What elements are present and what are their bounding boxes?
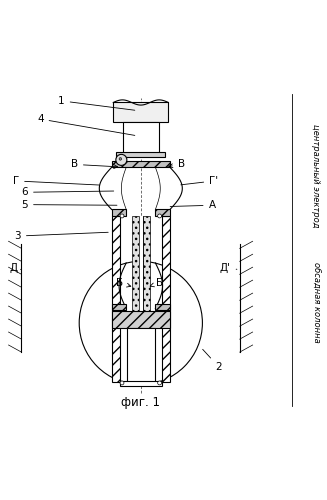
Bar bbox=[116, 152, 165, 157]
Text: 4: 4 bbox=[37, 114, 135, 136]
Circle shape bbox=[79, 262, 202, 384]
Bar bbox=[155, 210, 170, 216]
Text: 6: 6 bbox=[22, 188, 114, 198]
Circle shape bbox=[158, 381, 162, 385]
Bar bbox=[112, 216, 120, 382]
Bar bbox=[112, 304, 126, 310]
Text: 3: 3 bbox=[14, 231, 108, 241]
Text: Г: Г bbox=[13, 176, 99, 186]
Circle shape bbox=[158, 214, 162, 218]
Bar bbox=[132, 216, 139, 374]
Text: обсадная колонна: обсадная колонна bbox=[311, 262, 320, 342]
Text: A: A bbox=[170, 200, 216, 210]
Bar bbox=[112, 210, 126, 216]
Text: В: В bbox=[169, 160, 185, 170]
Bar bbox=[112, 162, 170, 168]
Bar bbox=[139, 216, 143, 374]
Text: 2: 2 bbox=[203, 350, 222, 372]
Text: Г': Г' bbox=[181, 176, 218, 186]
Text: центральный электрод: центральный электрод bbox=[311, 124, 320, 227]
Bar bbox=[127, 328, 155, 382]
Bar bbox=[112, 310, 170, 328]
Text: Д: Д bbox=[10, 264, 22, 274]
Circle shape bbox=[116, 154, 127, 166]
Circle shape bbox=[120, 214, 124, 218]
Text: Д': Д' bbox=[220, 264, 237, 274]
Text: фиг. 1: фиг. 1 bbox=[121, 396, 160, 409]
Bar bbox=[113, 102, 168, 122]
Text: Б: Б bbox=[150, 278, 163, 288]
Bar bbox=[120, 381, 162, 386]
Bar bbox=[155, 304, 170, 310]
Text: 1: 1 bbox=[58, 96, 135, 110]
Text: В: В bbox=[71, 160, 118, 170]
Text: 5: 5 bbox=[22, 200, 117, 209]
Circle shape bbox=[120, 381, 124, 385]
Bar bbox=[143, 216, 150, 374]
Text: Б: Б bbox=[116, 278, 131, 288]
Bar bbox=[123, 122, 159, 152]
Bar bbox=[162, 216, 170, 382]
Circle shape bbox=[119, 158, 122, 160]
